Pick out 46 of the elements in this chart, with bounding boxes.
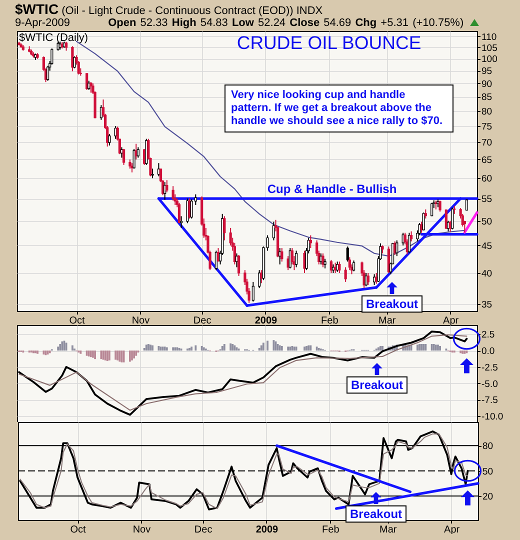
x-tick-label: 2009 [254,316,278,326]
annotation: $WTIC (Daily) [19,32,88,44]
chart-title: $WTIC (Oil - Light Crude - Continuous Contract (EOD)) INDX [15,1,323,17]
x-tick-label: Feb [322,524,340,536]
y-tick-label: 55 [482,194,492,206]
x-tick-label: Mar [380,524,398,536]
y-tick-label: 70 [482,138,492,149]
y-tick-label: -5.0 [482,378,498,390]
x-tick-label: Mar [378,316,396,326]
y-tick-label: 90 [482,78,492,90]
y-tick-label: 20 [482,492,494,503]
y-tick-label: 80 [482,106,492,118]
annotation: Breakout [366,297,418,311]
y-tick-label: 80 [482,441,494,452]
y-tick-label: 35 [482,300,492,311]
x-tick-label: Dec [194,524,212,536]
x-tick-label: Nov [132,524,151,536]
y-tick-label: 60 [482,174,492,185]
x-tick-label: 2009 [256,524,279,536]
y-tick-label: 65 [482,154,492,166]
text: 9-Apr-2009 Open 52.33 High 54.83 Low 52.24 Close 54.69 Chg +5.31 (+10.75%) [15,17,464,29]
y-tick-label: 0.0 [482,346,495,358]
y-tick-label: 50 [482,466,494,478]
y-tick-label: 75 [482,122,492,133]
y-tick-label: 45 [482,240,492,252]
annotation: Cup & Handle - Bullish [267,182,397,196]
y-tick-label: 95 [482,66,492,78]
y-tick-label: 40 [482,268,492,280]
annotation: Very nice looking cup and handle pattern. If we get a breakout above the handle we should see a nice rally to $70. [231,89,443,127]
y-tick-label: 2.5 [482,330,495,341]
y-tick-label: 50 [482,216,492,228]
y-tick-label: 105 [482,42,498,54]
x-tick-label: Dec [193,316,212,326]
annotation: CRUDE OIL BOUNCE [236,32,422,53]
y-tick-label: -7.5 [482,395,498,406]
x-tick-label: Nov [132,316,150,326]
x-tick-label: Oct [70,524,86,536]
y-tick-label: 110 [482,32,497,43]
x-tick-label: Oct [69,316,86,326]
y-tick-label: -2.5 [482,362,498,374]
y-tick-label: 85 [482,92,492,104]
y-tick-label: 100 [482,54,498,66]
y-tick-label: -10.0 [482,412,504,423]
annotation: Breakout [350,507,402,521]
annotation: Breakout [350,378,404,392]
x-tick-label: Feb [321,316,339,326]
